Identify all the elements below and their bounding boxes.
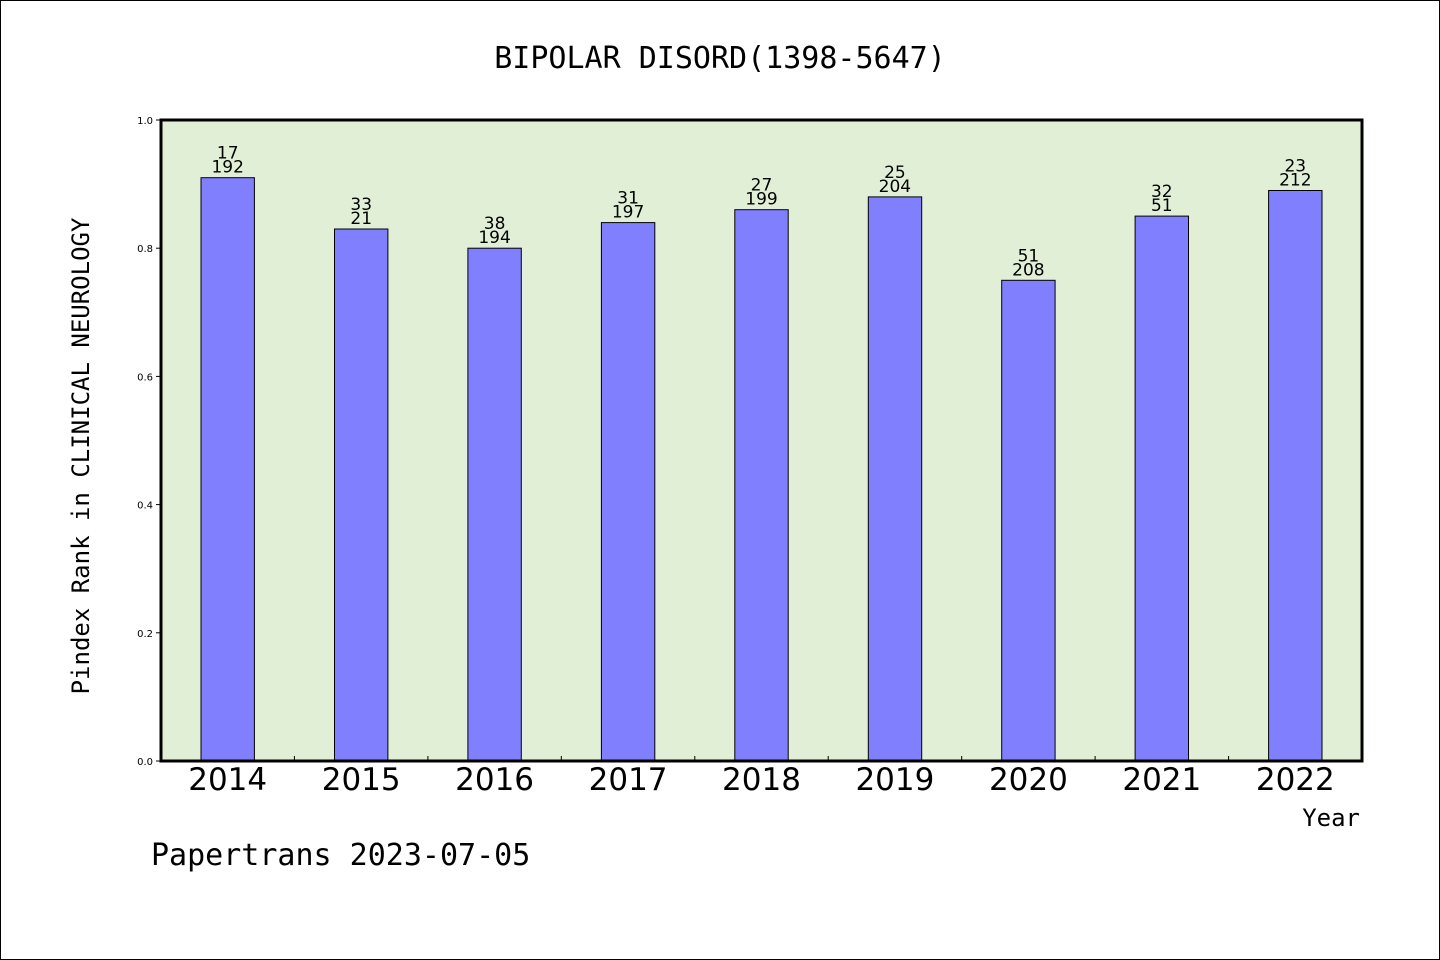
- bar-label-bottom: 194: [478, 228, 510, 248]
- bar-label-top: 38: [484, 214, 506, 234]
- footer-watermark: Papertrans 2023-07-05: [151, 838, 530, 873]
- y-tick-label: 0.8: [137, 244, 153, 255]
- y-tick-label: 1.0: [137, 116, 153, 127]
- bar-2014: [200, 177, 255, 762]
- x-tick-label: 2018: [722, 762, 801, 798]
- bar-label-bottom: 204: [879, 177, 911, 197]
- bar-2021: [1134, 215, 1189, 762]
- bar-label-top: 31: [617, 189, 639, 209]
- x-tick-label: 2014: [188, 762, 267, 798]
- bar-2022: [1268, 190, 1323, 762]
- bar-label-bottom: 208: [1012, 260, 1044, 280]
- bar-series: [200, 177, 1323, 762]
- x-tick-label: 2020: [989, 762, 1068, 798]
- bar-2019: [867, 196, 923, 762]
- bar-2016: [467, 247, 522, 762]
- bar-label-bottom: 21: [350, 209, 372, 229]
- x-tick-label: 2017: [589, 762, 668, 798]
- x-axis: 2014 2015 2016 2017 2018 2019 2020 2021 2022: [188, 756, 1335, 798]
- x-axis-label: Year: [1302, 804, 1360, 832]
- x-tick-label: 2019: [855, 762, 934, 798]
- bar-2017: [600, 222, 656, 762]
- bar-label-bottom: 199: [745, 190, 777, 210]
- bar-label-top: 51: [1018, 246, 1040, 266]
- x-tick-label: 2015: [322, 762, 401, 798]
- bar-2020: [1001, 279, 1056, 762]
- bar-label-top: 32: [1151, 182, 1173, 202]
- y-tick-label: 0.6: [137, 372, 153, 383]
- bar-label-bottom: 51: [1151, 196, 1173, 216]
- bar-label-bottom: 212: [1279, 171, 1311, 191]
- bar-label-top: 33: [350, 195, 372, 215]
- bar-label-bottom: 197: [612, 203, 644, 223]
- y-axis-label: Pindex Rank in CLINICAL NEUROLOGY: [67, 217, 95, 694]
- bar-label-top: 17: [217, 144, 239, 164]
- bar-label-top: 23: [1284, 157, 1306, 177]
- y-axis: 0.0 0.2 0.4 0.6 0.8 1.0: [137, 116, 161, 768]
- y-tick-label: 0.2: [137, 629, 153, 640]
- y-tick-label: 0.4: [137, 501, 153, 512]
- bar-label-top: 27: [751, 176, 773, 196]
- x-tick-label: 2021: [1122, 762, 1201, 798]
- chart-title: BIPOLAR DISORD(1398-5647): [494, 41, 946, 76]
- bar-2018: [734, 209, 789, 762]
- x-tick-label: 2022: [1256, 762, 1335, 798]
- bar-2015: [334, 228, 389, 762]
- x-tick-label: 2016: [455, 762, 534, 798]
- y-tick-label: 0.0: [137, 757, 153, 768]
- bar-label-bottom: 192: [211, 158, 243, 178]
- plot-frame: [159, 118, 1364, 763]
- bar-label-top: 25: [884, 163, 906, 183]
